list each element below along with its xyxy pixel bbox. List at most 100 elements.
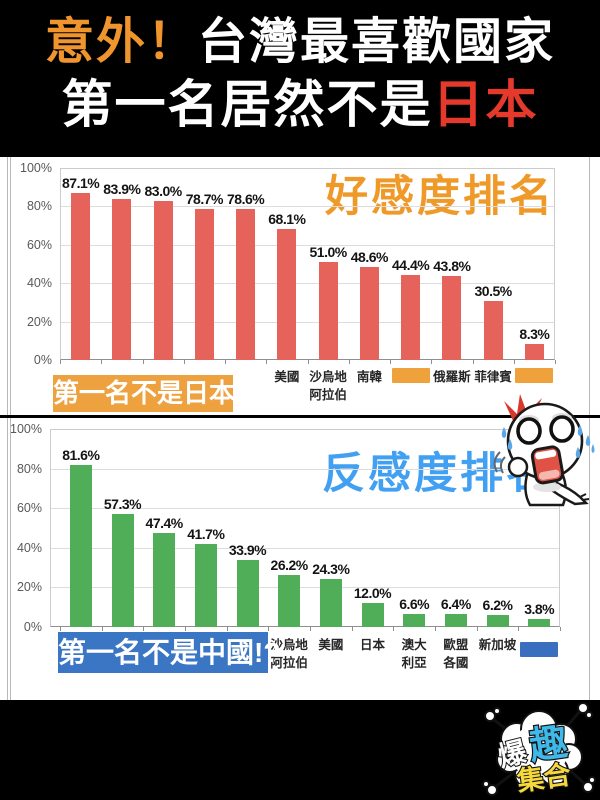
y-axis-label: 0% — [23, 620, 42, 634]
plot-area — [50, 429, 560, 627]
axis-tick — [431, 360, 433, 364]
screenshot-edge-line — [589, 157, 590, 415]
gridline — [51, 508, 559, 510]
sticker-right-arm — [551, 481, 589, 506]
chart-title-favorability: 好感度排名 — [325, 173, 555, 221]
value-label: 6.6% — [399, 595, 430, 612]
gridline — [51, 547, 559, 549]
value-label: 48.6% — [350, 248, 389, 265]
shocked-crying-face-sticker — [493, 394, 595, 507]
axis-tick — [393, 627, 395, 631]
value-label: 68.1% — [268, 211, 306, 228]
axis-tick — [101, 627, 103, 631]
sticker-mouth — [530, 445, 565, 485]
annotation-ribbon-not-japan: 第一名不是日本!? — [53, 375, 260, 412]
axis-tick — [143, 627, 145, 631]
category-label: 美國 — [274, 370, 300, 384]
axis-tick — [60, 627, 61, 631]
bar — [194, 208, 214, 360]
favorability-chart: 好感度排名 第一名不是日本!? 100% 80% 60% 40% 20% 0% 87.1% 8… — [0, 157, 600, 415]
gridline — [61, 283, 554, 285]
bar — [444, 614, 467, 627]
bar — [236, 209, 256, 360]
axis-tick — [310, 627, 311, 631]
bar — [403, 613, 426, 627]
axis-tick — [351, 627, 353, 631]
axis-tick — [518, 627, 520, 631]
value-label: 30.5% — [474, 283, 513, 300]
bar — [361, 603, 384, 627]
value-label: 6.2% — [482, 596, 513, 613]
bar — [69, 465, 92, 627]
axis-tick — [435, 627, 436, 631]
baoqu-jihe-logo: 爆 趣 集合 — [482, 702, 596, 798]
gridline — [51, 587, 559, 589]
logo-cloud-fill — [511, 724, 567, 780]
y-axis-label: 40% — [26, 276, 52, 291]
y-axis-label: 0% — [33, 353, 52, 367]
category-label: 歐盟 各國 — [443, 638, 469, 670]
gridline — [61, 206, 554, 208]
bar — [278, 575, 301, 627]
value-label: 33.9% — [228, 541, 267, 558]
bar — [153, 200, 173, 360]
headline-line2-text: 第一名居然不是 — [61, 76, 433, 133]
y-axis-label: 100% — [10, 422, 42, 436]
category-label: 新加坡 — [478, 638, 517, 652]
censor-block — [391, 368, 430, 383]
axis-tick — [183, 360, 185, 364]
y-axis-label: 60% — [16, 501, 42, 516]
axis-tick — [472, 360, 474, 364]
axis-tick — [101, 360, 103, 364]
value-label: 44.4% — [392, 256, 430, 273]
value-label: 43.8% — [433, 257, 471, 274]
axis-tick — [142, 360, 144, 364]
sticker-motion-line — [499, 456, 506, 474]
y-axis-label: 20% — [16, 580, 42, 595]
axis-tick — [390, 360, 391, 364]
value-label: 87.1% — [62, 174, 100, 191]
logo-spike-puffs — [482, 702, 596, 796]
axis-tick — [560, 627, 561, 631]
bar — [153, 533, 176, 627]
y-axis-label: 40% — [16, 540, 42, 555]
value-label: 81.6% — [62, 447, 100, 464]
value-label: 24.3% — [312, 560, 350, 577]
bar — [112, 198, 132, 360]
headline-line1: 意外！台灣最喜歡國家 — [0, 12, 600, 72]
plot-area — [60, 168, 555, 360]
axis-tick — [348, 360, 350, 364]
axis-tick — [225, 360, 226, 364]
value-label: 78.7% — [185, 190, 224, 207]
sticker-chin-shadow — [533, 482, 561, 492]
headline-line1-text: 台灣最喜歡國家 — [198, 15, 556, 69]
screenshot-edge-line — [10, 418, 11, 700]
sweat-drops-icon — [501, 425, 595, 458]
category-label: 日本 — [359, 638, 385, 652]
value-label: 3.8% — [524, 601, 555, 618]
axis-tick — [60, 360, 61, 364]
sticker-eye-right — [549, 415, 575, 443]
axis-tick — [555, 360, 556, 364]
bar — [528, 619, 551, 627]
value-label: 12.0% — [353, 585, 392, 602]
axis-tick — [226, 627, 228, 631]
bar — [277, 229, 297, 360]
y-axis-label: 60% — [26, 237, 52, 252]
bar — [524, 344, 544, 360]
bar — [236, 559, 259, 627]
axis-tick — [185, 627, 186, 631]
category-label: 俄羅斯 — [433, 370, 471, 384]
bar — [486, 614, 509, 627]
bar — [111, 513, 134, 627]
y-axis-label: 20% — [26, 314, 52, 329]
sticker-right-hand-fingers — [579, 493, 590, 501]
screenshot-edge-line — [7, 418, 8, 700]
value-label: 78.6% — [227, 191, 265, 208]
gridline — [61, 244, 554, 246]
bar — [71, 192, 91, 360]
headline: 意外！台灣最喜歡國家 第一名居然不是日本 — [0, 0, 600, 157]
category-label: 沙烏地 阿拉伯 — [309, 370, 347, 402]
value-label: 83.0% — [144, 182, 183, 199]
value-label: 47.4% — [145, 515, 184, 532]
